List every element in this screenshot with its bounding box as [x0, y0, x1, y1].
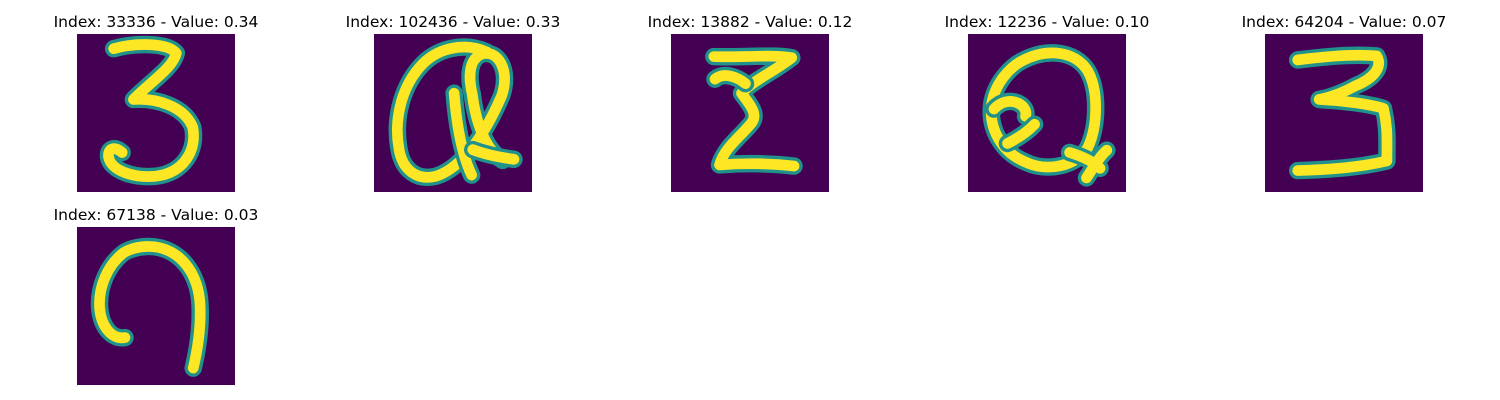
panel-title: Index: 12236 - Value: 0.10: [917, 12, 1177, 32]
sigma-image: [671, 34, 829, 192]
panel-title: Index: 102436 - Value: 0.33: [323, 12, 583, 32]
sample-panel: Index: 102436 - Value: 0.33: [323, 12, 583, 202]
panel-title: Index: 13882 - Value: 0.12: [620, 12, 880, 32]
panel-title: Index: 64204 - Value: 0.07: [1214, 12, 1474, 32]
sample-panel: Index: 33336 - Value: 0.34: [26, 12, 286, 202]
sample-panel: Index: 13882 - Value: 0.12: [620, 12, 880, 202]
letter-q-looped-image: [374, 34, 532, 192]
panel-title: Index: 67138 - Value: 0.03: [26, 205, 286, 225]
letter-q-script-image: [968, 34, 1126, 192]
arch-curve-image: [77, 227, 235, 385]
digit-three-image: [77, 34, 235, 192]
sample-panel: Index: 64204 - Value: 0.07: [1214, 12, 1474, 202]
panel-title: Index: 33336 - Value: 0.34: [26, 12, 286, 32]
sample-panel: Index: 12236 - Value: 0.10: [917, 12, 1177, 202]
sample-panel: Index: 67138 - Value: 0.03: [26, 205, 286, 395]
digit-three-blocky-image: [1265, 34, 1423, 192]
